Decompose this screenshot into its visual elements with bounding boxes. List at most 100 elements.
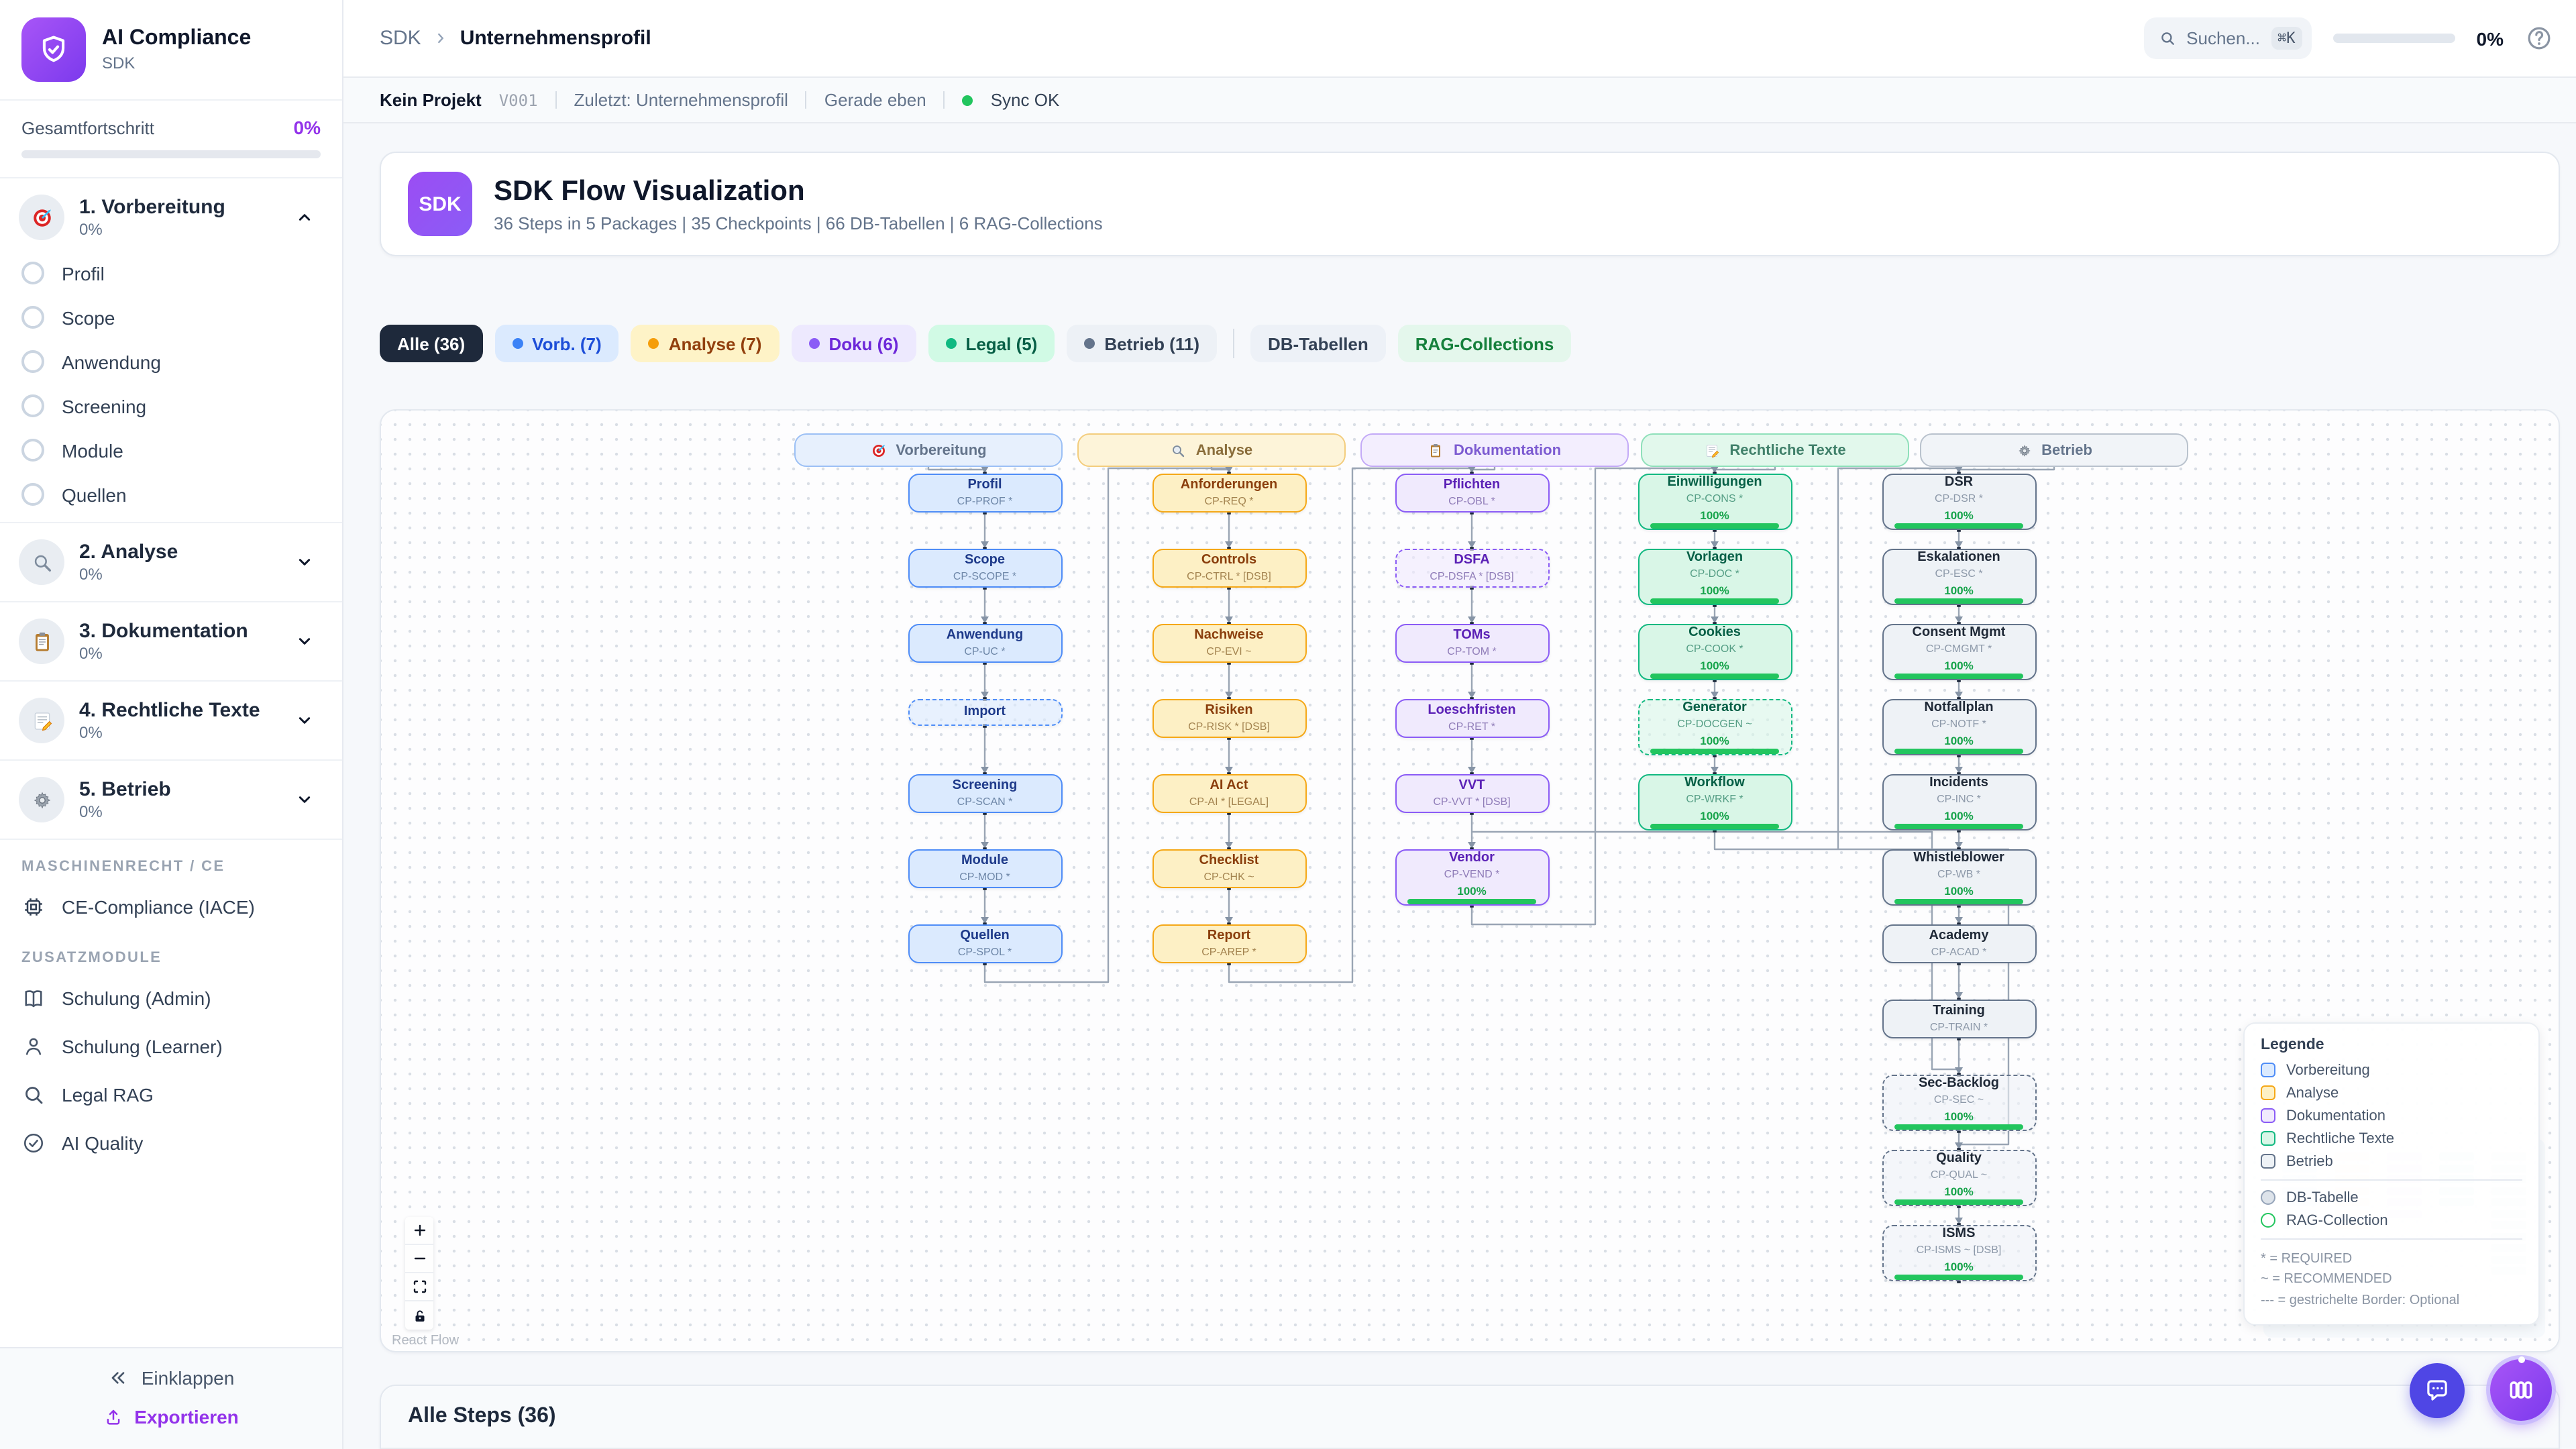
flow-node-anforderungen[interactable]: Anforderungen CP-REQ * <box>1152 474 1306 513</box>
sidebar-item-label: Module <box>62 439 123 461</box>
legend-item: Vorbereitung <box>2261 1062 2522 1078</box>
chevrons-left-icon <box>108 1367 129 1389</box>
flow-node-notfallplan[interactable]: Notfallplan CP-NOTF * 100% <box>1882 699 2036 755</box>
chevron-down-icon <box>294 789 315 810</box>
flow-node-import[interactable]: Import <box>908 699 1062 726</box>
lock-button[interactable] <box>405 1301 433 1330</box>
flow-node-academy[interactable]: Academy CP-ACAD * <box>1882 924 2036 963</box>
flow-node-einwilligungen[interactable]: Einwilligungen CP-CONS * 100% <box>1638 474 1792 530</box>
sidebar-section-toggle-5[interactable]: 5. Betrieb 0% <box>0 766 342 833</box>
sidebar-item-ce-compliance[interactable]: CE-Compliance (IACE) <box>0 883 342 931</box>
flow-group-analyse[interactable]: Analyse <box>1077 433 1346 467</box>
flow-group-vorbereitung[interactable]: Vorbereitung <box>794 433 1063 467</box>
flow-node-dsr[interactable]: DSR CP-DSR * 100% <box>1882 474 2036 530</box>
flow-node-module[interactable]: Module CP-MOD * <box>908 849 1062 888</box>
chevron-down-icon <box>294 710 315 731</box>
flow-group-betrieb[interactable]: Betrieb <box>1920 433 2188 467</box>
filter-chip-legal-5-[interactable]: Legal (5) <box>928 325 1055 362</box>
sidebar-item-label: Profil <box>62 262 105 284</box>
sidebar-section-toggle-3[interactable]: 3. Dokumentation 0% <box>0 608 342 675</box>
flow-header-card: SDK SDK Flow Visualization 36 Steps in 5… <box>380 152 2560 256</box>
step-status-circle <box>21 439 44 462</box>
filter-chip-analyse-7-[interactable]: Analyse (7) <box>631 325 780 362</box>
breadcrumb-root[interactable]: SDK <box>380 27 421 50</box>
flow-node-vvt[interactable]: VVT CP-VVT * [DSB] <box>1395 774 1549 813</box>
react-flow-canvas[interactable]: Vorbereitung Profil CP-PROF * Scope CP-SCOPE… <box>381 411 2559 1351</box>
flow-node-vendor[interactable]: Vendor CP-VEND * 100% <box>1395 849 1549 906</box>
flow-node-quellen[interactable]: Quellen CP-SPOL * <box>908 924 1062 963</box>
filter-chip-db-tabellen[interactable]: DB-Tabellen <box>1250 325 1386 362</box>
flow-node-profil[interactable]: Profil CP-PROF * <box>908 474 1062 513</box>
flow-group-legal[interactable]: Rechtliche Texte <box>1641 433 1909 467</box>
flow-node-report[interactable]: Report CP-AREP * <box>1152 924 1306 963</box>
sidebar-item-profil[interactable]: Profil <box>0 251 342 295</box>
filter-chip-doku-6-[interactable]: Doku (6) <box>791 325 916 362</box>
filter-chip-rag-collections[interactable]: RAG-Collections <box>1397 325 1572 362</box>
fit-view-icon <box>411 1279 427 1295</box>
sidebar-item-anwendung[interactable]: Anwendung <box>0 339 342 384</box>
node-code: CP-TOM * <box>1447 645 1497 657</box>
collapse-sidebar-button[interactable]: Einklappen <box>108 1367 235 1389</box>
react-flow-attribution[interactable]: React Flow <box>392 1334 460 1348</box>
flow-node-scope[interactable]: Scope CP-SCOPE * <box>908 549 1062 588</box>
sidebar-item-quellen[interactable]: Quellen <box>0 472 342 517</box>
sidebar-item-schulung-learner-[interactable]: Schulung (Learner) <box>0 1022 342 1071</box>
flow-node-checklist[interactable]: Checklist CP-CHK ~ <box>1152 849 1306 888</box>
legend-title: Legende <box>2261 1036 2324 1053</box>
flow-node-pflichten[interactable]: Pflichten CP-OBL * <box>1395 474 1549 513</box>
flow-node-cookies[interactable]: Cookies CP-COOK * 100% <box>1638 624 1792 680</box>
flow-node-workflow[interactable]: Workflow CP-WRKF * 100% <box>1638 774 1792 830</box>
flow-node-ai-act[interactable]: AI Act CP-AI * [LEGAL] <box>1152 774 1306 813</box>
sidebar-item-legal-rag[interactable]: Legal RAG <box>0 1071 342 1119</box>
sidebar-item-ai-quality[interactable]: AI Quality <box>0 1119 342 1167</box>
flow-node-controls[interactable]: Controls CP-CTRL * [DSB] <box>1152 549 1306 588</box>
search-input[interactable]: Suchen... ⌘K <box>2143 17 2312 59</box>
filter-chip-vorb-7-[interactable]: Vorb. (7) <box>494 325 619 362</box>
legend-circle-swatch <box>2261 1213 2275 1228</box>
fit-view-button[interactable] <box>405 1273 433 1301</box>
memo-icon <box>19 698 64 743</box>
chip-label: Legal (5) <box>965 333 1038 354</box>
node-code: CP-VEND * <box>1444 867 1500 880</box>
flow-node-consent-mgmt[interactable]: Consent Mgmt CP-CMGMT * 100% <box>1882 624 2036 680</box>
flow-node-toms[interactable]: TOMs CP-TOM * <box>1395 624 1549 663</box>
node-progress-bar <box>1407 899 1537 904</box>
node-code: CP-MOD * <box>959 870 1010 883</box>
export-button[interactable]: Exportieren <box>103 1406 239 1428</box>
sidebar-item-scope[interactable]: Scope <box>0 295 342 339</box>
flow-node-eskalationen[interactable]: Eskalationen CP-ESC * 100% <box>1882 549 2036 605</box>
zoom-out-button[interactable] <box>405 1245 433 1273</box>
flow-node-generator[interactable]: Generator CP-DOCGEN ~ 100% <box>1638 699 1792 755</box>
collapse-label: Einklappen <box>141 1367 235 1389</box>
zoom-in-button[interactable] <box>405 1217 433 1245</box>
sidebar-item-schulung-admin-[interactable]: Schulung (Admin) <box>0 974 342 1022</box>
chat-button[interactable] <box>2410 1363 2465 1418</box>
flow-node-risiken[interactable]: Risiken CP-RISK * [DSB] <box>1152 699 1306 738</box>
sidebar-item-module[interactable]: Module <box>0 428 342 472</box>
layout-columns-button[interactable] <box>2490 1356 2552 1421</box>
flow-node-incidents[interactable]: Incidents CP-INC * 100% <box>1882 774 2036 830</box>
app-logo[interactable]: AI Compliance SDK <box>0 0 342 101</box>
filter-chip-betrieb-11-[interactable]: Betrieb (11) <box>1067 325 1217 362</box>
flow-node-nachweise[interactable]: Nachweise CP-EVI ~ <box>1152 624 1306 663</box>
legend-note: --- = gestrichelte Border: Optional <box>2261 1293 2460 1307</box>
node-label: Screening <box>952 778 1018 794</box>
sidebar-section-toggle-2[interactable]: 2. Analyse 0% <box>0 529 342 596</box>
node-progress-value: 100% <box>1457 883 1487 898</box>
flow-node-whistleblower[interactable]: Whistleblower CP-WB * 100% <box>1882 849 2036 906</box>
sidebar-item-screening[interactable]: Screening <box>0 384 342 428</box>
flow-node-dsfa[interactable]: DSFA CP-DSFA * [DSB] <box>1395 549 1549 588</box>
sidebar-section-toggle-1[interactable]: 1. Vorbereitung 0% <box>0 184 342 251</box>
flow-node-screening[interactable]: Screening CP-SCAN * <box>908 774 1062 813</box>
flow-node-loeschfristen[interactable]: Loeschfristen CP-RET * <box>1395 699 1549 738</box>
flow-node-vorlagen[interactable]: Vorlagen CP-DOC * 100% <box>1638 549 1792 605</box>
filter-chip-alle-36-[interactable]: Alle (36) <box>380 325 483 362</box>
sidebar-section-toggle-4[interactable]: 4. Rechtliche Texte 0% <box>0 687 342 754</box>
flow-node-isms[interactable]: ISMS CP-ISMS ~ [DSB] 100% <box>1882 1225 2036 1281</box>
flow-group-dokumentation[interactable]: Dokumentation <box>1360 433 1629 467</box>
flow-node-sec-backlog[interactable]: Sec-Backlog CP-SEC ~ 100% <box>1882 1075 2036 1131</box>
flow-node-training[interactable]: Training CP-TRAIN * <box>1882 1000 2036 1038</box>
flow-node-quality[interactable]: Quality CP-QUAL ~ 100% <box>1882 1150 2036 1206</box>
help-icon[interactable] <box>2525 24 2553 52</box>
flow-node-anwendung[interactable]: Anwendung CP-UC * <box>908 624 1062 663</box>
